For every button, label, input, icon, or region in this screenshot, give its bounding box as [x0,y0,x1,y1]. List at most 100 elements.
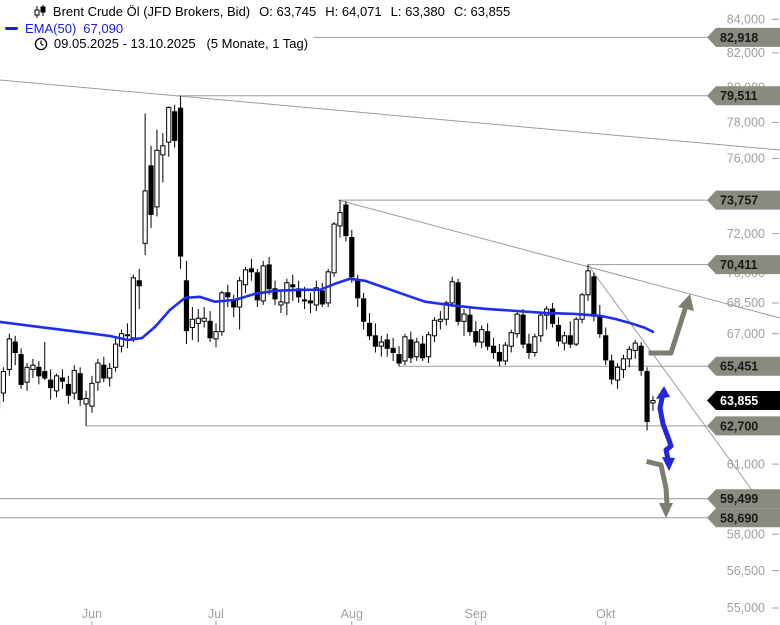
candle-down [349,237,355,278]
candle-up [242,269,249,286]
candle-up [620,358,627,370]
candle-down [231,300,237,308]
ohlc-close: C: 63,855 [453,4,511,19]
candle-down [42,371,48,379]
candle-up [626,348,632,360]
y-axis[interactable]: 84,00082,00080,00078,00076,00072,00070,0… [727,13,779,616]
price-tag-79,511[interactable]: 79,511 [707,86,780,106]
ema-color-swatch-icon [5,27,18,30]
candle-up [331,223,337,274]
candle-up [6,338,12,370]
candle-up [437,318,443,322]
y-tick-label: 82,000 [727,46,765,60]
candle-down [597,316,603,335]
candle-up [53,375,60,392]
instrument-title-row: Brent Crude Öl (JFD Brokers, Bid) O: 63,… [5,4,510,19]
gray-up-arrow[interactable] [648,294,694,356]
ema50-line [0,277,655,342]
mid-downtrend-line[interactable] [337,199,780,319]
candle-up [195,317,201,324]
steep-downtrend-line[interactable] [587,264,758,498]
candle-down [591,276,597,317]
candle-down [319,290,325,305]
candle-up [107,367,113,379]
price-tag-value: 58,690 [720,511,758,525]
candle-up [414,341,420,358]
y-tick-label: 76,000 [727,152,765,166]
blue-zigzag-arrow[interactable] [656,386,675,471]
candlestick-icon [5,4,47,19]
candle-up [650,400,656,404]
price-tag-value: 62,700 [720,419,758,433]
candle-down [248,268,255,273]
candle-up [24,366,30,383]
price-tag-58,690[interactable]: 58,690 [707,508,780,528]
price-tag-73,757[interactable]: 73,757 [707,190,780,210]
candle-down [390,347,396,353]
price-tag-70,411[interactable]: 70,411 [707,255,780,275]
price-tag-82,918[interactable]: 82,918 [707,27,780,47]
candle-down [101,364,107,379]
candle-down [355,280,361,299]
ema-value: 67,090 [83,21,124,36]
candle-up [579,294,585,320]
candle-up [514,313,520,335]
price-tag-62,700[interactable]: 62,700 [707,416,780,436]
price-tag-shape [707,190,780,210]
date-range-row[interactable]: 09.05.2025 - 13.10.2025 (5 Monate, 1 Tag… [5,36,315,51]
long-downtrend-line[interactable] [0,79,780,151]
price-tag-59,499[interactable]: 59,499 [707,489,780,509]
candle-down [526,343,532,353]
candle-up [614,366,621,381]
candle-up [0,371,7,394]
x-tick-label: Sep [465,607,487,621]
ema-legend-row[interactable]: EMA(50) 67,090 [5,21,123,36]
candle-up [278,301,284,306]
candle-down [490,345,497,353]
y-tick-label: 68,500 [727,296,765,310]
trendlines[interactable] [0,79,780,498]
level-lines[interactable] [0,36,707,519]
candle-down [396,354,402,364]
candle-up [573,318,579,345]
candle-up [83,397,89,405]
candle-down [59,377,66,382]
candle-down [520,314,526,345]
candle-up [337,212,343,227]
candle-down [361,298,367,322]
x-axis[interactable]: Jun Jul Aug Sep Okt [82,607,616,625]
candle-down [567,335,573,345]
price-tag-value: 59,499 [720,492,758,506]
gray-up-arrow-stem [648,299,691,356]
candle-up [508,332,514,347]
candle-up [201,317,207,322]
candle-up [378,341,384,347]
candle-down [136,280,142,287]
candle-up [461,313,467,322]
candle-up [30,364,36,370]
price-tags[interactable]: 82,918 79,511 73,757 70,411 65,451 63,855 62,7… [707,27,780,528]
candle-up [431,319,438,337]
price-tag-65,451[interactable]: 65,451 [707,356,780,376]
candle-down [473,331,479,343]
blue-zigzag-arrow-head [662,457,675,471]
annotation-arrows[interactable] [645,294,694,518]
instrument-title: Brent Crude Öl (JFD Brokers, Bid) [52,4,251,19]
candle-up [313,287,319,306]
y-tick-label: 61,000 [727,457,765,471]
candles [0,95,656,431]
gray-down-arrow[interactable] [645,458,673,518]
price-tag-63,855[interactable]: 63,855 [707,391,780,411]
candle-up [479,329,485,343]
price-tag-value: 65,451 [720,360,758,374]
ohlc-open: O: 63,745 [259,4,317,19]
gray-down-arrow-stem [645,458,670,507]
candle-up [561,335,567,344]
candle-down [485,331,491,347]
candle-up [113,343,119,368]
candle-down [644,371,650,422]
ohlc-high: H: 64,071 [325,4,382,19]
candle-down [455,282,461,322]
